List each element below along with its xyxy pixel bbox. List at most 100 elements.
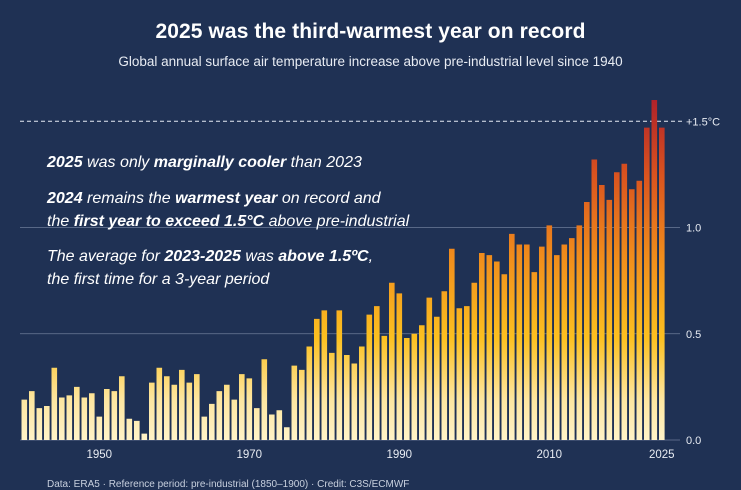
bar-1961 bbox=[179, 369, 185, 440]
bar-1999 bbox=[464, 306, 470, 440]
bar-1951 bbox=[104, 389, 110, 440]
bar-2022 bbox=[636, 180, 643, 440]
bar-2011 bbox=[554, 255, 560, 440]
bar-2000 bbox=[471, 282, 478, 440]
annotation-bold: warmest year bbox=[175, 190, 278, 207]
bar-1976 bbox=[291, 365, 298, 440]
x-tick-label: 1990 bbox=[387, 449, 413, 461]
annotation-text: above pre-industrial bbox=[264, 213, 410, 230]
bar-1959 bbox=[164, 376, 170, 440]
bar-1990 bbox=[396, 293, 403, 440]
bar-2021 bbox=[629, 189, 635, 440]
annotation-line-1: 2025 was only marginally cooler than 202… bbox=[47, 151, 362, 174]
bar-1997 bbox=[449, 248, 455, 440]
data-credit: Data: ERA5 · Reference period: pre-indus… bbox=[47, 479, 410, 490]
bar-2020 bbox=[621, 163, 628, 440]
x-tick-label: 1970 bbox=[237, 449, 263, 461]
bar-1960 bbox=[171, 384, 178, 440]
annotation-bold: marginally cooler bbox=[153, 154, 287, 171]
bar-1965 bbox=[209, 403, 215, 440]
chart-subtitle: Global annual surface air temperature in… bbox=[118, 54, 623, 69]
bar-2017 bbox=[599, 185, 605, 440]
bar-1941 bbox=[29, 391, 35, 440]
bar-1996 bbox=[441, 291, 448, 440]
bar-1958 bbox=[156, 367, 163, 440]
bar-2013 bbox=[569, 238, 575, 440]
annotation-line-3: the first year to exceed 1.5°C above pre… bbox=[47, 210, 409, 233]
bar-1978 bbox=[306, 346, 313, 440]
bar-1987 bbox=[374, 306, 380, 440]
bar-2004 bbox=[501, 274, 508, 440]
annotation-text: The average for bbox=[47, 248, 165, 265]
y-tick-label: +1.5°C bbox=[686, 116, 720, 128]
bar-1982 bbox=[336, 310, 343, 440]
annotation-line-4: The average for 2023-2025 was above 1.5º… bbox=[47, 245, 373, 268]
annotation-text: than 2023 bbox=[286, 154, 362, 171]
bar-1992 bbox=[411, 333, 418, 440]
bar-1969 bbox=[239, 374, 245, 440]
bar-2016 bbox=[591, 159, 598, 440]
bar-2025 bbox=[659, 127, 665, 440]
bar-1963 bbox=[194, 374, 200, 440]
bar-1966 bbox=[216, 391, 223, 440]
annotation-line-5: the first time for a 3-year period bbox=[47, 268, 269, 291]
bar-1985 bbox=[359, 346, 365, 440]
bar-1964 bbox=[201, 416, 208, 440]
bar-1970 bbox=[246, 378, 253, 440]
bar-1968 bbox=[231, 399, 238, 440]
bar-1956 bbox=[141, 433, 148, 440]
bar-1994 bbox=[426, 297, 433, 440]
bar-1980 bbox=[321, 310, 328, 440]
x-tick-label: 1950 bbox=[87, 449, 113, 461]
y-tick-label: 0.5 bbox=[686, 329, 701, 341]
annotation-bold: 2023-2025 bbox=[164, 248, 241, 265]
bar-1986 bbox=[366, 314, 373, 440]
bar-2003 bbox=[494, 261, 500, 440]
bar-2023 bbox=[644, 127, 650, 440]
bar-1946 bbox=[66, 395, 73, 440]
bar-1998 bbox=[456, 308, 463, 440]
bar-2008 bbox=[531, 272, 538, 440]
annotation-bold: 2024 bbox=[47, 190, 83, 207]
bar-1967 bbox=[224, 384, 230, 440]
chart-title: 2025 was the third-warmest year on recor… bbox=[155, 20, 586, 43]
annotation-text: remains the bbox=[82, 190, 176, 207]
bar-2001 bbox=[479, 253, 485, 440]
bar-1950 bbox=[96, 416, 103, 440]
bar-1981 bbox=[329, 352, 335, 440]
bar-1983 bbox=[344, 355, 350, 440]
bar-1942 bbox=[36, 408, 43, 440]
bar-1973 bbox=[269, 414, 275, 440]
annotation-line-2: 2024 remains the warmest year on record … bbox=[47, 187, 381, 210]
y-tick-label: 1.0 bbox=[686, 223, 701, 235]
bar-1953 bbox=[119, 376, 125, 440]
bar-1962 bbox=[186, 382, 193, 440]
bar-1948 bbox=[81, 397, 88, 440]
annotation-bold: first year to exceed 1.5°C bbox=[73, 213, 265, 230]
bar-1971 bbox=[254, 408, 260, 440]
annotation-text: , bbox=[368, 248, 374, 265]
x-tick-label: 2025 bbox=[649, 449, 675, 461]
bar-1979 bbox=[314, 318, 320, 440]
bar-2010 bbox=[546, 225, 553, 440]
bar-1989 bbox=[389, 282, 395, 440]
annotation-text: the first time for a 3-year period bbox=[47, 271, 270, 288]
bar-2007 bbox=[524, 244, 530, 440]
bar-1991 bbox=[404, 338, 410, 440]
bar-1974 bbox=[276, 410, 283, 440]
bar-1944 bbox=[51, 367, 58, 440]
bar-1972 bbox=[261, 359, 268, 440]
bar-1977 bbox=[299, 369, 305, 440]
annotation-text: on record and bbox=[277, 190, 381, 207]
bar-2012 bbox=[561, 244, 568, 440]
bar-2006 bbox=[516, 244, 523, 440]
bar-2005 bbox=[509, 233, 515, 440]
bar-2024 bbox=[651, 100, 658, 440]
bar-1947 bbox=[74, 386, 80, 440]
bar-2014 bbox=[576, 225, 583, 440]
annotation-text: was only bbox=[82, 154, 154, 171]
bar-1952 bbox=[111, 391, 118, 440]
bar-1943 bbox=[44, 406, 50, 440]
annotation-bold: above 1.5ºC bbox=[278, 248, 369, 265]
bar-1993 bbox=[419, 325, 425, 440]
